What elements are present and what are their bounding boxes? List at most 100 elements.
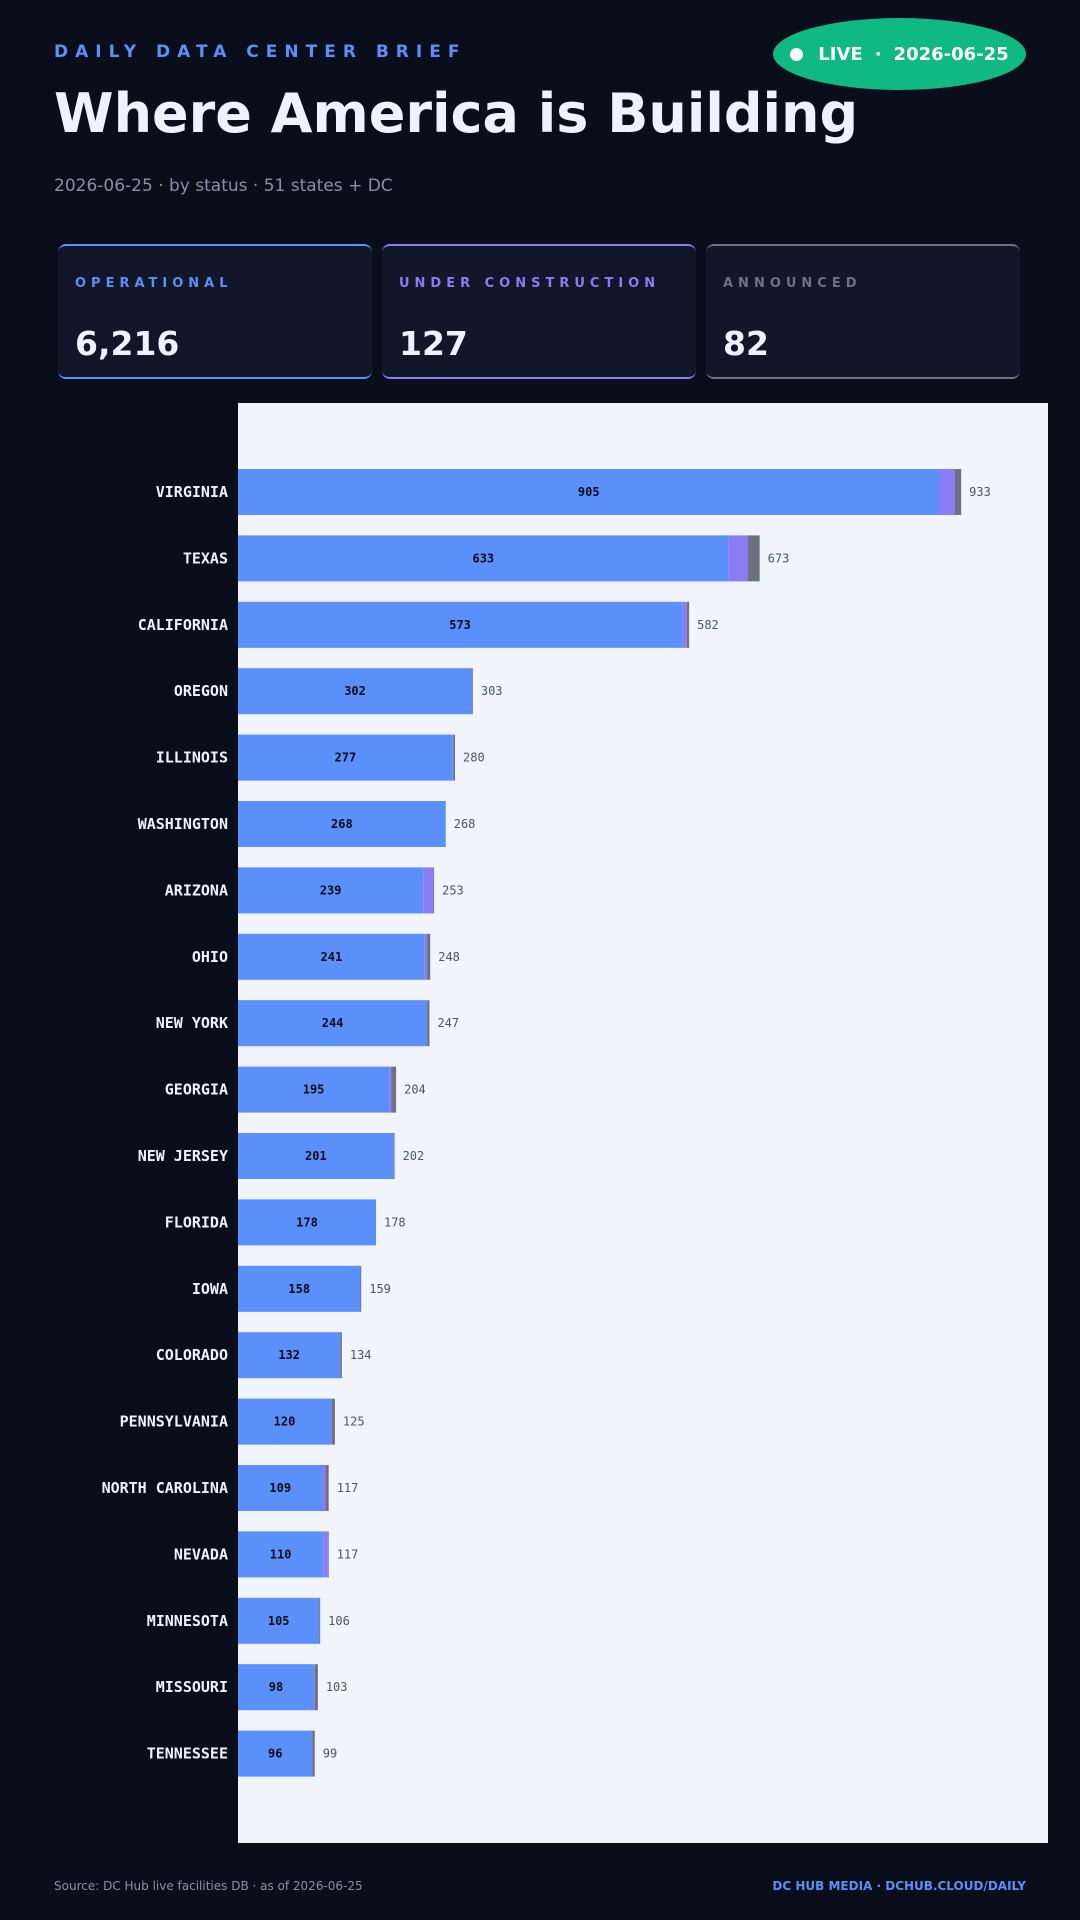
bar-row-arizona: ARIZONA 239 253 [165,867,464,914]
bar-announced-texas [748,535,760,582]
total-label-nevada: 117 [337,1547,359,1561]
state-label-tennessee: TENNESSEE [147,1745,228,1763]
bar-value-label-texas: 633 [472,551,494,565]
total-label-minnesota: 106 [328,1614,350,1628]
bar-announced-pennsylvania [331,1398,335,1445]
state-label-oregon: OREGON [174,682,228,700]
bar-operational-missouri [238,1664,314,1711]
state-label-illinois: ILLINOIS [156,749,228,767]
bar-row-iowa: IOWA 158 159 [192,1265,391,1312]
bar-operational-georgia [238,1066,390,1113]
state-label-arizona: ARIZONA [165,881,228,899]
bar-value-label-california: 573 [449,618,471,632]
bar-under-construction-ohio [424,933,428,980]
stat-card-under-construction: UNDER CONSTRUCTION 127 [382,244,696,379]
bar-row-washington: WASHINGTON 268 268 [138,801,475,847]
bar-announced-colorado [340,1332,342,1379]
state-label-north-carolina: NORTH CAROLINA [102,1479,228,1497]
state-label-nevada: NEVADA [174,1545,228,1563]
bar-row-ohio: OHIO 241 248 [192,933,460,980]
bar-row-tennessee: TENNESSEE 96 99 [147,1730,337,1777]
bar-value-label-virginia: 905 [578,485,600,499]
bar-announced-virginia [954,469,962,515]
bar-operational-texas [238,535,729,582]
live-dot-icon [790,47,804,61]
page-title: Where America is Building [54,82,859,145]
stat-label-under-construction: UNDER CONSTRUCTION [399,276,661,291]
bar-row-florida: FLORIDA 178 178 [165,1199,406,1246]
bar-announced-illinois [453,734,456,781]
bar-row-nevada: NEVADA 110 117 [174,1531,359,1578]
bar-row-new-jersey: NEW JERSEY 201 202 [138,1133,425,1179]
bar-announced-nevada [327,1531,329,1578]
total-label-missouri: 103 [326,1680,348,1694]
bar-announced-ohio [427,933,431,980]
total-label-illinois: 280 [463,751,485,765]
stat-value-announced: 82 [723,324,769,363]
bar-announced-new-york [427,1000,430,1047]
bar-under-construction-missouri [313,1664,315,1711]
state-label-missouri: MISSOURI [156,1678,228,1696]
state-label-iowa: IOWA [192,1280,228,1298]
state-label-georgia: GEORGIA [165,1081,228,1099]
total-label-iowa: 159 [369,1282,391,1296]
bar-value-label-oregon: 302 [344,684,366,698]
total-label-oregon: 303 [481,684,503,698]
bar-value-label-nevada: 110 [270,1547,292,1561]
bar-value-label-arizona: 239 [320,883,342,897]
bar-row-north-carolina: NORTH CAROLINA 109 117 [102,1465,359,1511]
total-label-new-york: 247 [437,1016,459,1030]
total-label-california: 582 [697,618,719,632]
bar-operational-new-york [238,1000,428,1047]
bar-operational-oregon [238,668,473,715]
bar-under-construction-california [682,601,687,648]
total-label-new-jersey: 202 [403,1149,425,1163]
state-label-minnesota: MINNESOTA [147,1612,228,1630]
total-label-arizona: 253 [442,883,464,897]
bar-under-construction-georgia [389,1066,392,1113]
bar-row-colorado: COLORADO 132 134 [156,1332,372,1379]
state-label-ohio: OHIO [192,948,228,966]
bar-value-label-north-carolina: 109 [269,1481,291,1495]
bar-announced-minnesota [319,1597,321,1644]
stat-value-operational: 6,216 [75,324,180,363]
state-label-florida: FLORIDA [165,1213,228,1231]
bar-operational-nevada [238,1531,324,1578]
bar-under-construction-pennsylvania [331,1398,332,1445]
bar-operational-ohio [238,933,425,980]
stat-card-operational: OPERATIONAL 6,216 [58,244,372,379]
bar-value-label-iowa: 158 [288,1282,310,1296]
bar-operational-washington [238,801,446,847]
bar-value-label-ohio: 241 [321,950,343,964]
bar-row-oregon: OREGON 302 303 [174,668,503,715]
bar-operational-new-jersey [238,1133,394,1179]
total-label-texas: 673 [768,551,790,565]
bar-value-label-florida: 178 [296,1215,318,1229]
total-label-pennsylvania: 125 [343,1415,365,1429]
bar-operational-tennessee [238,1730,313,1777]
total-label-ohio: 248 [438,950,460,964]
state-label-texas: TEXAS [183,549,228,567]
bar-operational-california [238,601,683,648]
bar-operational-arizona [238,867,424,914]
live-label: LIVE [818,43,863,65]
state-label-new-jersey: NEW JERSEY [138,1147,228,1165]
state-label-virginia: VIRGINIA [156,483,228,501]
bar-row-virginia: VIRGINIA 905 933 [156,469,991,515]
bar-announced-arizona [433,867,435,914]
bar-row-new-york: NEW YORK 244 247 [156,1000,459,1047]
total-label-florida: 178 [384,1215,406,1229]
bar-row-georgia: GEORGIA 195 204 [165,1066,426,1113]
bar-under-construction-north-carolina [322,1465,326,1511]
bar-value-label-illinois: 277 [335,751,357,765]
live-badge: LIVE · 2026-06-25 [773,18,1026,90]
stat-value-under-construction: 127 [399,324,468,363]
total-label-north-carolina: 117 [337,1481,359,1495]
live-date: 2026-06-25 [893,43,1009,65]
page-subtitle: 2026-06-25 · by status · 51 states + DC [54,176,393,196]
state-label-pennsylvania: PENNSYLVANIA [120,1413,228,1431]
state-label-california: CALIFORNIA [138,616,228,634]
bar-value-label-minnesota: 105 [268,1614,290,1628]
bar-announced-new-jersey [393,1133,395,1179]
